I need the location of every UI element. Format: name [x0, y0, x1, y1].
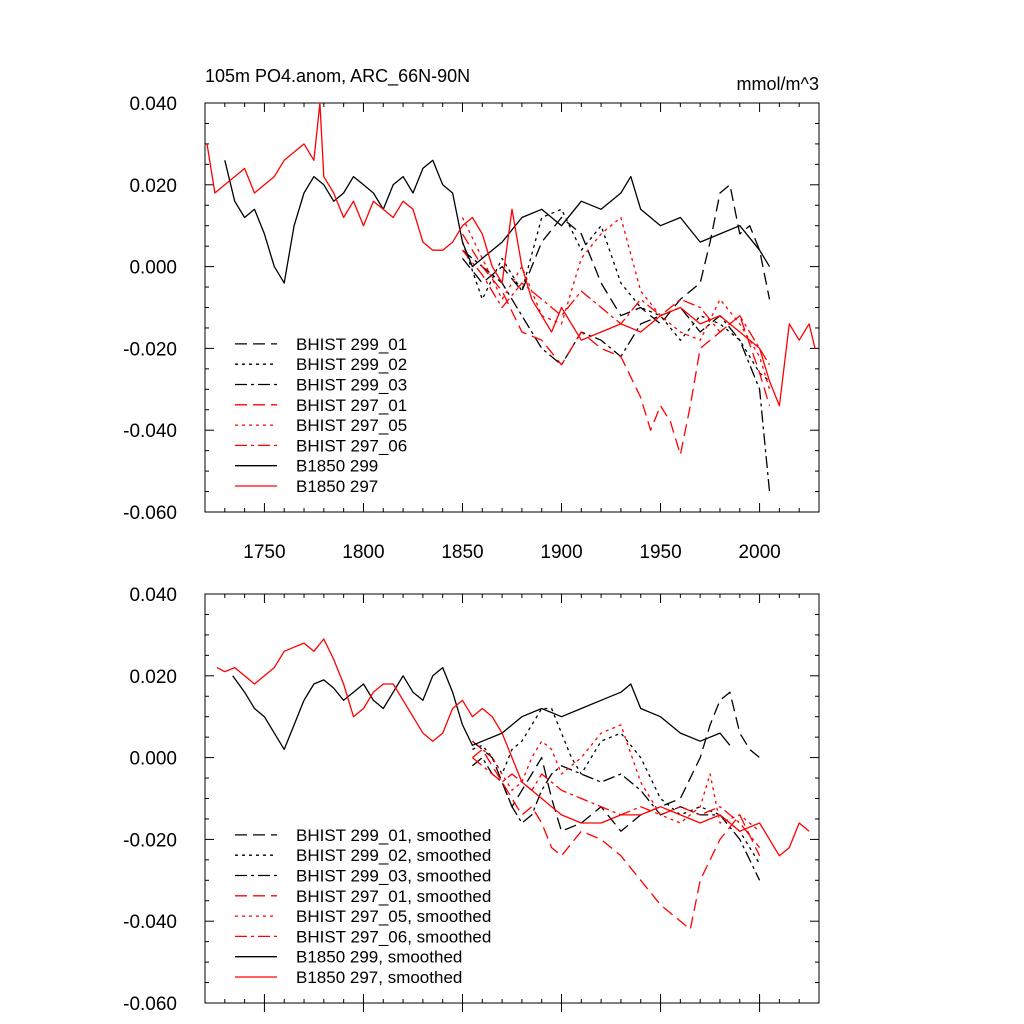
series-line: [216, 638, 810, 857]
legend-label: B1850 299: [296, 457, 378, 476]
series-line: [471, 757, 761, 849]
y-tick-label: -0.060: [123, 503, 177, 524]
y-tick-label: 0.040: [129, 94, 177, 115]
series-line: [232, 666, 731, 751]
y-tick-label: -0.060: [123, 994, 177, 1015]
series-line: [471, 691, 761, 832]
plot-panel-2: 0.040 0.020 0.000 -0.020 -0.040 -0.060 BHIST 2…: [123, 585, 820, 1015]
y-tick-label: 0.020: [129, 667, 177, 688]
legend-label: BHIST 299_01, smoothed: [296, 826, 491, 845]
y-tick-label: -0.020: [123, 830, 177, 851]
legend-label: BHIST 299_02: [296, 355, 407, 374]
series-line: [461, 208, 770, 382]
series-line: [471, 724, 761, 832]
chart-title: 105m PO4.anom, ARC_66N-90N: [205, 66, 470, 87]
plot-panel-1: 0.040 0.020 0.000 -0.020 -0.040 -0.060 1750 180…: [123, 94, 820, 563]
legend-label: BHIST 297_01, smoothed: [296, 887, 491, 906]
legend-label: B1850 297: [296, 477, 378, 496]
x-tick-label: 1900: [540, 542, 582, 563]
series-line: [206, 102, 816, 407]
x-tick-label: 1950: [639, 542, 681, 563]
legend-label: BHIST 297_01: [296, 396, 407, 415]
legend-label: B1850 299, smoothed: [296, 948, 462, 967]
series-line: [462, 249, 771, 492]
legend-label: BHIST 297_06, smoothed: [296, 927, 491, 946]
y-tick-label: 0.000: [129, 258, 177, 279]
x-tick-label: 1800: [342, 542, 384, 563]
series-line: [224, 159, 771, 284]
series-line: [461, 216, 771, 390]
legend-label: BHIST 297_06: [296, 436, 407, 455]
x-tick-label: 1750: [243, 542, 285, 563]
y-tick-label: 0.000: [129, 749, 177, 770]
y-tick-label: -0.040: [123, 421, 177, 442]
series-line: [472, 707, 761, 865]
legend-label: BHIST 297_05, smoothed: [296, 907, 491, 926]
series-lines: [216, 638, 810, 931]
y-tick-label: -0.040: [123, 912, 177, 933]
legend-label: BHIST 297_05: [296, 416, 407, 435]
legend-label: BHIST 299_01: [296, 335, 407, 354]
series-line: [471, 748, 761, 931]
x-tick-label: 1850: [441, 542, 483, 563]
legend-label: B1850 297, smoothed: [296, 968, 462, 987]
series-line: [471, 756, 761, 881]
y-tick-label: 0.040: [129, 585, 177, 606]
x-tick-label: 2000: [738, 542, 780, 563]
legend-label: BHIST 299_03, smoothed: [296, 867, 491, 886]
series-line: [461, 233, 771, 456]
legend-label: BHIST 299_02, smoothed: [296, 846, 491, 865]
series-lines: [206, 102, 816, 492]
chart-units: mmol/m^3: [737, 74, 819, 94]
y-tick-label: 0.020: [129, 176, 177, 197]
legend-label: BHIST 299_03: [296, 376, 407, 395]
y-tick-label: -0.020: [123, 339, 177, 360]
